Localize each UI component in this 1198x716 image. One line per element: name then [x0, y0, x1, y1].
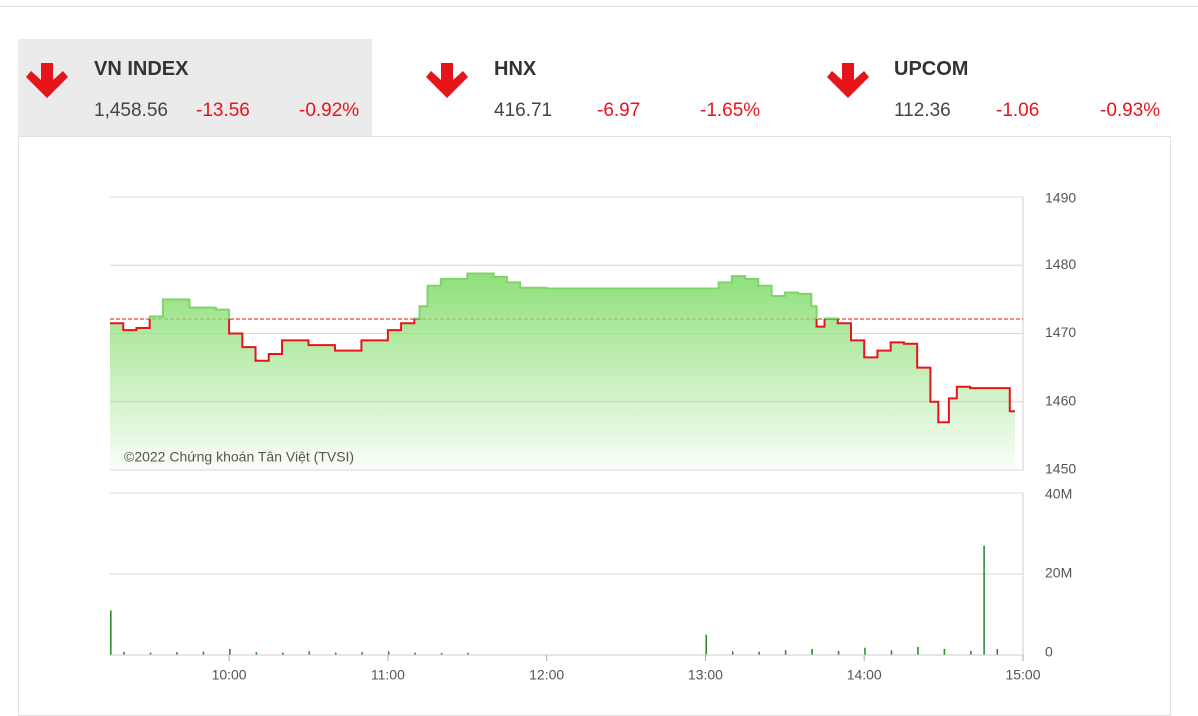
volume-bar [176, 652, 178, 655]
index-name: HNX [494, 58, 537, 80]
down-arrow [827, 63, 869, 98]
index-percent: -0.93% [1100, 100, 1161, 121]
x-tick-label: 12:00 [529, 667, 564, 683]
x-tick-label: 13:00 [688, 667, 723, 683]
y-tick-label: 1480 [1045, 256, 1076, 272]
volume-bar [943, 648, 946, 655]
index-percent: -1.65% [700, 100, 761, 121]
page: {"indices": [ {"name": "VN INDEX", "valu… [0, 6, 1198, 716]
index-tab[interactable]: HNX 416.71 -6.97 -1.65% [418, 39, 772, 136]
top-border [0, 6, 1198, 7]
watermark: ©2022 Chứng khoán Tân Việt (TVSI) [124, 449, 354, 465]
index-name: UPCOM [894, 58, 969, 80]
index-value: 112.36 [894, 100, 951, 121]
volume-bar [837, 650, 840, 655]
volume-bar [123, 651, 125, 655]
volume-bar [970, 650, 972, 655]
volume-bar [784, 650, 787, 655]
volume-bar [334, 652, 337, 655]
volume-bar [890, 650, 893, 655]
volume-bar [308, 651, 311, 655]
volume-bar [440, 652, 443, 655]
price-area [110, 273, 1016, 470]
volume-bar [149, 652, 152, 655]
y-tick-label: 1450 [1045, 461, 1076, 477]
volume-bar [811, 648, 813, 655]
x-tick-label: 10:00 [212, 667, 247, 683]
x-tick-label: 15:00 [1005, 667, 1040, 683]
down-arrow [426, 63, 468, 98]
volume-bar [758, 651, 760, 655]
volume-bar [467, 652, 469, 655]
y-tick-label: 1490 [1045, 190, 1076, 206]
price-line [110, 272, 1016, 424]
y-tick-label: 20M [1045, 565, 1072, 581]
y-tick-label: 1470 [1045, 324, 1076, 340]
x-tick-label: 14:00 [847, 667, 882, 683]
volume-bar [229, 648, 231, 655]
volume-bar [414, 652, 416, 655]
index-percent: -0.92% [299, 100, 360, 121]
index-change: -1.06 [996, 100, 1040, 121]
volume-bar [202, 651, 205, 655]
volume-bar [731, 651, 734, 655]
volume-bar [705, 634, 708, 655]
y-tick-label: 0 [1045, 644, 1053, 660]
volume-bar [255, 652, 258, 655]
volume-bar [361, 652, 364, 655]
volume-bar [110, 610, 112, 655]
x-tick-label: 11:00 [371, 667, 405, 683]
volume-bar [387, 651, 390, 655]
volume-bar [996, 648, 999, 655]
index-change: -13.56 [196, 100, 250, 121]
index-change: -6.97 [597, 100, 641, 121]
chart: 1450 1460 1470 1480 1490 ©2022 Chứng khoán Tâ… [110, 190, 1076, 683]
index-value: 416.71 [494, 100, 553, 121]
index-tab[interactable]: VN INDEX 1,458.56 -13.56 -0.92% [18, 39, 372, 136]
index-value: 1,458.56 [94, 100, 168, 121]
volume-bar [864, 647, 866, 655]
index-tab[interactable]: UPCOM 112.36 -1.06 -0.93% [818, 39, 1172, 136]
volume-bar [282, 652, 284, 655]
y-tick-label: 1460 [1045, 392, 1076, 408]
volume-bar [983, 545, 985, 655]
volume-bar [917, 646, 919, 655]
y-tick-label: 40M [1045, 486, 1072, 502]
index-name: VN INDEX [94, 58, 189, 80]
down-arrow [26, 63, 68, 98]
